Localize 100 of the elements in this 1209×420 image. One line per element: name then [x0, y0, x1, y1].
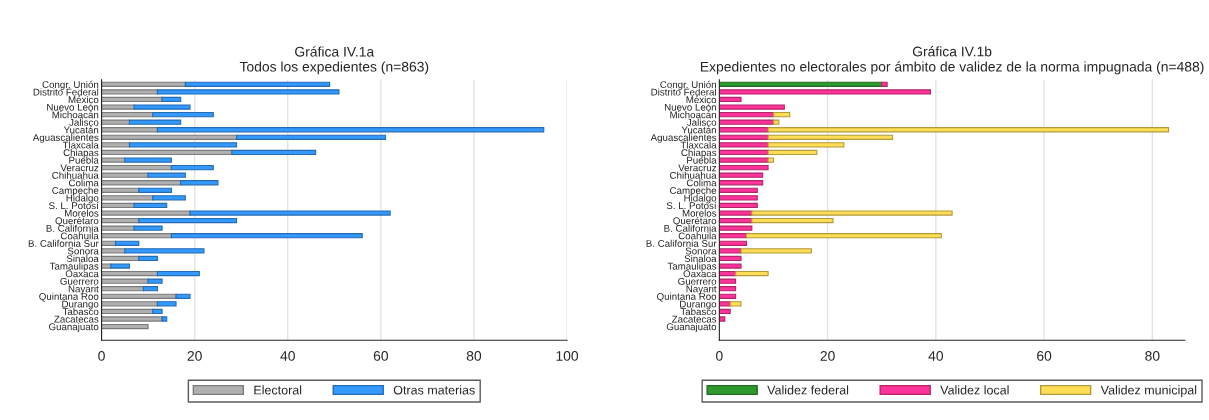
bar: [767, 127, 1170, 133]
x-tick-label: 40: [928, 350, 944, 361]
bar: [101, 248, 126, 254]
bar: [772, 111, 791, 118]
bar: [719, 293, 737, 299]
bar: [101, 270, 158, 277]
x-tick-label: 80: [466, 350, 482, 361]
y-tick-label: Tlaxcala: [62, 141, 99, 149]
y-tick-label: Coahuila: [678, 232, 717, 240]
bar: [719, 225, 753, 231]
bar: [101, 286, 145, 292]
bar: [719, 164, 769, 171]
y-tick-label: Quintana Roo: [39, 292, 99, 302]
bar: [101, 172, 149, 178]
bar: [101, 278, 149, 284]
bar: [101, 217, 140, 224]
bar: [101, 308, 154, 315]
y-tick-label: B. California Sur: [28, 239, 99, 247]
bar: [101, 81, 186, 87]
x-tick-label: 100: [556, 350, 579, 361]
y-tick-label: Durango: [62, 300, 99, 310]
y-tick-label: Chiapas: [63, 148, 99, 159]
legend-label: Validez local: [940, 385, 1009, 395]
y-tick-label: Guerrero: [678, 277, 717, 285]
bar: [161, 316, 168, 322]
bar: [161, 96, 182, 103]
legend-label: Electoral: [254, 385, 302, 395]
bar: [156, 270, 200, 277]
bar: [719, 217, 753, 224]
bar: [101, 89, 158, 95]
bar: [719, 104, 785, 110]
bar: [180, 180, 219, 186]
y-tick-label: Aguascalientes: [32, 133, 99, 143]
y-tick-label: Nuevo León: [664, 103, 716, 111]
bar: [881, 81, 888, 87]
bar: [142, 286, 158, 292]
y-tick-label: Colima: [686, 179, 717, 187]
bar: [152, 308, 163, 315]
y-tick-label: Querétaro: [55, 216, 99, 226]
bar: [133, 104, 191, 110]
bar: [751, 217, 834, 224]
bar: [147, 278, 163, 284]
bar: [101, 164, 172, 171]
y-tick-label: Oaxaca: [683, 270, 717, 278]
x-tick-label: 20: [820, 350, 835, 361]
bar: [133, 202, 168, 209]
bar: [189, 210, 391, 216]
y-tick-label: Tlaxcala: [680, 141, 717, 149]
bar: [138, 255, 158, 262]
y-tick-label: Nuevo León: [47, 103, 99, 111]
bar: [101, 255, 140, 262]
y-tick-label: S. L. Potosí: [666, 201, 717, 210]
y-tick-label: Tamaulipas: [49, 262, 99, 272]
bar: [156, 301, 177, 307]
bar: [133, 225, 163, 231]
bar: [124, 248, 205, 254]
y-tick-label: Sonora: [685, 247, 717, 255]
bar: [719, 316, 726, 322]
bar: [719, 81, 883, 87]
bar: [147, 172, 186, 178]
bar: [101, 195, 154, 201]
chart-subtitle: Todos los expedientes (n=863): [239, 61, 429, 75]
y-tick-label: B. California Sur: [646, 239, 717, 247]
bar: [138, 187, 172, 193]
bar: [124, 157, 172, 163]
y-tick-label: Yucatán: [63, 126, 99, 134]
bar: [231, 149, 317, 156]
bar: [114, 240, 140, 246]
y-tick-label: Chiapas: [681, 148, 717, 159]
y-tick-label: Jalisco: [687, 118, 717, 126]
bar: [719, 210, 753, 216]
bar: [719, 263, 742, 269]
bar: [235, 134, 387, 140]
bar: [101, 119, 131, 125]
legend-label: Otras materias: [393, 385, 475, 395]
bar: [729, 301, 742, 307]
y-tick-label: Morelos: [682, 209, 717, 217]
legend-label: Validez federal: [767, 385, 849, 395]
bar: [719, 255, 742, 262]
chart-title: Gráfica IV.1b: [912, 46, 992, 57]
chart-title: Gráfica IV.1a: [295, 46, 375, 57]
y-tick-label: Zacatecas: [54, 315, 99, 323]
y-tick-label: Zacatecas: [672, 315, 717, 323]
y-tick-label: Querétaro: [673, 216, 717, 226]
bar: [719, 149, 769, 156]
bar: [101, 293, 177, 299]
y-tick-label: Chihuahua: [670, 171, 717, 179]
bar: [101, 323, 149, 330]
bar: [101, 180, 182, 186]
y-tick-label: B. California: [664, 224, 717, 232]
bar: [719, 134, 769, 140]
y-tick-label: Distrito Federal: [651, 88, 716, 96]
bar: [719, 187, 758, 193]
y-tick-label: Guerrero: [60, 277, 99, 285]
bar: [740, 248, 812, 254]
y-tick-label: Aguascalientes: [650, 133, 717, 143]
y-tick-label: Jalisco: [69, 118, 99, 126]
bar: [719, 308, 731, 315]
bar: [101, 134, 238, 140]
bar: [152, 195, 186, 201]
